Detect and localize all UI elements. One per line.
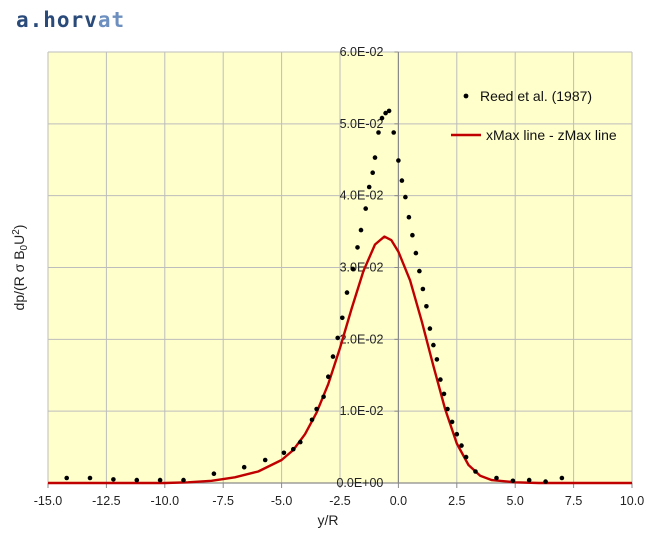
data-point-reed bbox=[526, 477, 532, 483]
data-point-reed bbox=[372, 155, 378, 160]
data-point-reed bbox=[431, 342, 436, 348]
data-point-reed bbox=[391, 130, 397, 135]
data-point-reed bbox=[403, 194, 408, 200]
data-point-reed bbox=[396, 158, 401, 163]
data-point-reed bbox=[413, 250, 419, 256]
x-tick-labels: -15.0 -12.5 -10.0 -7.5 -5.0 -2.5 0.0 2.5 5.0 7.5 1… bbox=[34, 494, 644, 508]
data-point-reed bbox=[326, 374, 331, 380]
grid-lines bbox=[47, 51, 633, 484]
data-point-reed bbox=[543, 479, 548, 484]
brand-logo: a.horvat bbox=[16, 8, 125, 32]
data-point-reed bbox=[454, 431, 460, 437]
data-point-reed bbox=[350, 266, 356, 272]
y-axis-label-part: U bbox=[11, 235, 27, 245]
x-tick-label: 5.0 bbox=[507, 494, 524, 508]
series-points-group bbox=[64, 108, 565, 484]
data-point-reed bbox=[510, 478, 516, 484]
data-point-reed bbox=[340, 315, 345, 321]
y-tick-label: 5.0E-02 bbox=[340, 117, 384, 131]
data-point-reed bbox=[370, 170, 376, 175]
data-point-reed bbox=[379, 115, 385, 121]
data-point-reed bbox=[291, 446, 296, 452]
x-tick-label: 0.0 bbox=[390, 494, 407, 508]
data-point-reed bbox=[438, 377, 443, 382]
series-line-xmax-zmax bbox=[48, 235, 632, 485]
data-point-reed bbox=[424, 304, 429, 309]
data-point-reed bbox=[157, 477, 163, 483]
data-point-reed bbox=[281, 450, 287, 456]
data-point-reed bbox=[358, 227, 364, 233]
y-axis-label-part: 0 bbox=[19, 244, 30, 250]
y-axis-label-part: ) bbox=[11, 225, 27, 230]
y-tick-label: 4.0E-02 bbox=[340, 189, 384, 203]
y-tick-labels: 0.0E+00 1.0E-02 2.0E-02 3.0E-02 4.0E-02 5.0E-… bbox=[336, 45, 383, 490]
data-point-reed bbox=[330, 354, 336, 359]
data-point-reed bbox=[241, 464, 247, 470]
data-point-reed bbox=[111, 477, 116, 482]
x-tick-label: -12.5 bbox=[92, 494, 121, 508]
data-point-reed bbox=[386, 108, 392, 114]
y-axis-label-part: dp/(R σ B bbox=[11, 250, 27, 310]
data-point-reed bbox=[363, 206, 369, 211]
data-point-reed bbox=[494, 475, 499, 481]
data-point-reed bbox=[355, 245, 360, 250]
data-point-reed bbox=[427, 326, 433, 331]
y-tick-label: 2.0E-02 bbox=[340, 332, 384, 346]
data-point-reed bbox=[434, 357, 440, 362]
legend-label-reed: Reed et al. (1987) bbox=[480, 88, 592, 104]
data-point-reed bbox=[406, 214, 412, 220]
data-point-reed bbox=[473, 469, 478, 474]
legend-label-line: xMax line - zMax line bbox=[486, 127, 617, 143]
data-point-reed bbox=[211, 471, 217, 477]
data-point-reed bbox=[410, 232, 415, 238]
data-point-reed bbox=[181, 477, 186, 483]
y-axis-label-part: 2 bbox=[11, 229, 22, 235]
data-point-reed bbox=[314, 406, 319, 412]
series-line-group bbox=[48, 235, 632, 485]
legend: Reed et al. (1987) xMax line - zMax line bbox=[451, 88, 617, 143]
data-point-reed bbox=[399, 178, 405, 183]
x-axis-label: y/R bbox=[318, 512, 339, 528]
data-point-reed bbox=[463, 454, 469, 460]
data-point-reed bbox=[449, 419, 455, 425]
data-point-reed bbox=[559, 475, 565, 481]
data-point-reed bbox=[262, 457, 268, 463]
x-tick-label: 2.5 bbox=[448, 494, 465, 508]
data-point-reed bbox=[376, 130, 381, 135]
y-tick-label: 0.0E+00 bbox=[336, 476, 383, 490]
data-point-reed bbox=[417, 268, 422, 274]
data-point-reed bbox=[321, 394, 326, 400]
data-point-reed bbox=[309, 417, 315, 423]
x-tick-label: -2.5 bbox=[329, 494, 351, 508]
y-tick-label: 6.0E-02 bbox=[340, 45, 384, 59]
x-tick-label: -7.5 bbox=[212, 494, 234, 508]
data-point-reed bbox=[445, 406, 450, 412]
y-tick-label: 1.0E-02 bbox=[340, 404, 384, 418]
data-point-reed bbox=[344, 290, 350, 295]
data-point-reed bbox=[64, 475, 69, 481]
x-tick-label: -5.0 bbox=[271, 494, 293, 508]
y-axis-label: dp/(R σ B0U2) bbox=[11, 225, 30, 311]
x-tick-label: -10.0 bbox=[151, 494, 180, 508]
x-tick-label: -15.0 bbox=[34, 494, 63, 508]
data-point-reed bbox=[87, 475, 93, 481]
data-point-reed bbox=[420, 286, 426, 292]
x-tick-label: 7.5 bbox=[565, 494, 582, 508]
legend-marker-points bbox=[463, 93, 469, 99]
brand-text-accent: at bbox=[97, 8, 126, 32]
x-tick-label: 10.0 bbox=[620, 494, 644, 508]
data-point-reed bbox=[366, 184, 372, 190]
data-point-reed bbox=[335, 335, 341, 341]
data-point-reed bbox=[298, 439, 303, 445]
data-point-reed bbox=[383, 110, 388, 116]
brand-text-main: a.horv bbox=[16, 8, 98, 32]
y-tick-label: 3.0E-02 bbox=[340, 261, 384, 275]
data-point-reed bbox=[441, 391, 447, 397]
data-point-reed bbox=[459, 443, 464, 448]
data-point-reed bbox=[134, 477, 140, 483]
